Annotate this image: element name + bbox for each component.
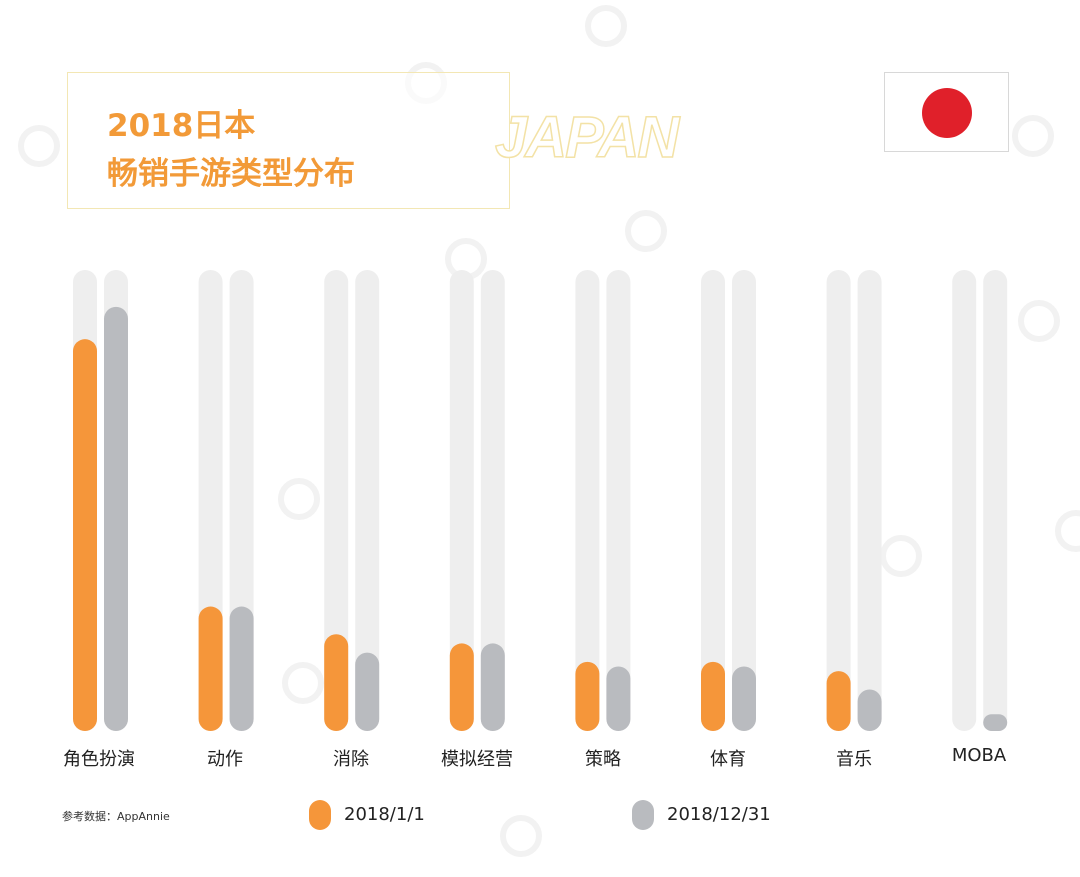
bar-track (480, 270, 505, 731)
flag-red-disc (922, 88, 972, 138)
bar-track (355, 270, 380, 731)
bar-2018-12-31 (480, 643, 505, 731)
legend-swatch-2018-1-1 (309, 800, 331, 830)
category-label: 体育 (710, 749, 746, 770)
category-label: 模拟经营 (441, 749, 513, 770)
watermark-logo (278, 478, 320, 520)
title-panel (67, 72, 510, 209)
bar-2018-12-31 (857, 689, 882, 731)
bar-track (575, 270, 600, 731)
chart-title-line1: 2018日本 (107, 108, 256, 144)
bar-track (324, 270, 349, 731)
bar-2018-12-31 (104, 306, 128, 731)
bar-2018-12-31 (229, 606, 254, 731)
bar-track (701, 270, 725, 731)
country-word: JAPAN (494, 104, 680, 171)
watermark-logo (1018, 300, 1060, 342)
bar-2018-1-1 (826, 671, 851, 731)
watermark-logo (500, 815, 542, 857)
bar-track (952, 270, 977, 731)
bar-track (606, 270, 631, 731)
bar-track (449, 270, 474, 731)
category-label: MOBA (951, 745, 1007, 766)
bar-2018-1-1 (73, 339, 97, 731)
bar-2018-12-31 (355, 652, 380, 731)
data-source-note: 参考数据：AppAnnie (62, 810, 170, 823)
bar-track (857, 270, 882, 731)
bar-2018-1-1 (701, 661, 725, 731)
bar-2018-1-1 (449, 643, 474, 731)
watermark-logo (18, 125, 60, 167)
legend-label-2018-1-1: 2018/1/1 (344, 804, 425, 825)
watermark-logo (585, 5, 627, 47)
bar-2018-12-31 (983, 714, 1008, 731)
bar-track (732, 270, 756, 731)
bar-2018-1-1 (198, 606, 223, 731)
legend-swatch-2018-12-31 (632, 800, 654, 830)
category-label: 角色扮演 (63, 749, 135, 770)
bar-2018-1-1 (575, 661, 600, 731)
chart-title-line2: 畅销手游类型分布 (107, 156, 355, 192)
bar-2018-12-31 (732, 666, 756, 731)
legend-label-2018-12-31: 2018/12/31 (667, 804, 771, 825)
bar-track (983, 270, 1008, 731)
bar-2018-1-1 (324, 634, 349, 731)
bar-2018-12-31 (606, 666, 631, 731)
watermark-logo (880, 535, 922, 577)
watermark-logo (1055, 510, 1080, 552)
category-label: 策略 (585, 749, 621, 770)
bar-track (826, 270, 851, 731)
category-label: 音乐 (836, 749, 872, 770)
watermark-logo (625, 210, 667, 252)
watermark-logo (282, 662, 324, 704)
category-label: 消除 (333, 749, 369, 770)
japan-flag-icon (884, 72, 1009, 152)
watermark-logo (1012, 115, 1054, 157)
category-label: 动作 (207, 749, 243, 770)
